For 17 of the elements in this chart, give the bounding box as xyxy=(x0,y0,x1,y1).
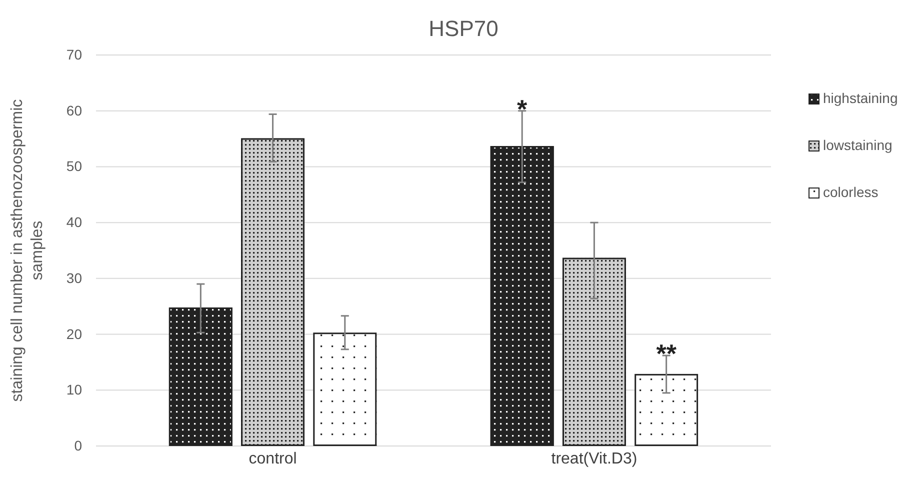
x-tick-label: control xyxy=(248,450,297,468)
y-tick-label: 0 xyxy=(74,437,82,454)
legend-label: colorless xyxy=(823,184,878,200)
annotation: ** xyxy=(656,338,678,369)
y-tick-label: 10 xyxy=(66,382,82,398)
y-tick-label: 60 xyxy=(66,102,82,118)
y-tick-label: 20 xyxy=(66,326,82,342)
y-axis-title: staining cell number in asthenozoospermic samples xyxy=(9,99,46,402)
legend-label: lowstaining xyxy=(823,137,892,153)
y-tick-label: 50 xyxy=(66,158,82,174)
legend-label: highstaining xyxy=(823,90,898,106)
chart-title: HSP70 xyxy=(428,16,498,41)
annotation: * xyxy=(517,94,528,124)
x-tick-label: treat(Vit.D3) xyxy=(551,450,638,468)
y-tick-label: 70 xyxy=(66,46,82,62)
y-tick-label: 40 xyxy=(66,214,82,230)
y-tick-label: 30 xyxy=(66,270,82,286)
